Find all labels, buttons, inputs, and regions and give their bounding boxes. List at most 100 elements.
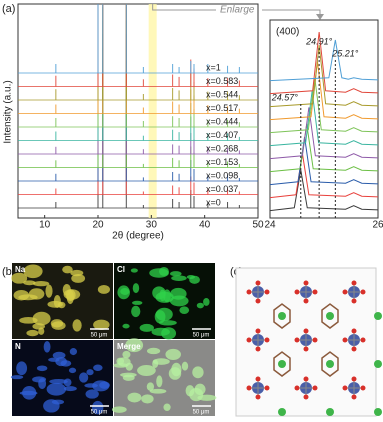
atom	[312, 289, 318, 295]
map-blob	[28, 288, 45, 300]
x-tick-label: 40	[199, 220, 211, 231]
atom	[351, 394, 357, 400]
x-axis-label: 2θ (degree)	[112, 231, 164, 242]
map-label: Cl	[117, 265, 125, 274]
map-blob	[189, 275, 200, 284]
atom	[264, 337, 270, 343]
atom	[351, 376, 357, 382]
molecule	[321, 303, 339, 329]
atom	[278, 408, 286, 416]
map-blob	[127, 392, 142, 403]
marker-label: 24.91°	[305, 36, 333, 46]
atom	[351, 346, 357, 352]
map-blob	[146, 347, 161, 355]
xrd-curve	[270, 61, 378, 121]
atom	[255, 298, 261, 304]
xrd-curve	[270, 39, 378, 82]
map-blob	[79, 372, 89, 383]
map-blob	[46, 382, 67, 396]
atom	[351, 328, 357, 334]
map-blob	[149, 268, 169, 278]
atom	[303, 280, 309, 286]
map-blob	[146, 382, 155, 391]
atom	[374, 360, 382, 368]
map-blob	[203, 298, 210, 306]
legend-label: x=0.544	[206, 89, 238, 99]
map-blob	[163, 403, 171, 412]
atom	[342, 337, 348, 343]
atom	[342, 385, 348, 391]
map-blob	[52, 351, 66, 359]
x-tick-label: 50	[252, 220, 264, 231]
x-tick-label: 24	[264, 220, 276, 231]
annotation: Enlarge	[220, 5, 255, 16]
map-blob	[38, 327, 45, 335]
map-blob	[68, 367, 77, 374]
highlight-band	[148, 4, 157, 218]
panel-label: (a)	[2, 3, 15, 15]
map-blob	[32, 280, 50, 287]
atom	[360, 337, 366, 343]
map-blob	[149, 388, 167, 394]
map-label: Merge	[117, 342, 141, 351]
map-blob	[49, 378, 68, 385]
map-blob	[111, 406, 127, 413]
map-blob	[86, 369, 94, 376]
map-blob	[10, 375, 24, 380]
element-maps: Na 50 μm Cl 50 μm N 50 μm Merge 50 μm	[10, 263, 217, 416]
map-blob	[47, 300, 63, 308]
scale-bar-label: 50 μm	[91, 333, 108, 339]
molecule	[321, 351, 339, 377]
atom	[303, 376, 309, 382]
map-blob	[165, 348, 181, 360]
atom	[278, 312, 286, 320]
map-blob	[170, 287, 187, 300]
legend-label: x=0.268	[206, 143, 238, 153]
legend-label: x=0.517	[206, 103, 238, 113]
xrd-curve	[270, 153, 378, 199]
scale-bar-label: 50 μm	[193, 410, 210, 416]
atom	[351, 280, 357, 286]
atom	[246, 337, 252, 343]
map-blob	[72, 319, 82, 332]
map-blob	[194, 383, 206, 396]
atom	[312, 385, 318, 391]
xrd-curve	[270, 31, 378, 95]
map-blob	[185, 385, 195, 397]
atom	[342, 289, 348, 295]
map-blob	[66, 290, 74, 305]
x-tick-label: 20	[92, 220, 104, 231]
map-blob	[179, 306, 190, 314]
map-blob	[11, 272, 28, 284]
legend-label: x=1	[206, 62, 221, 72]
map-blob	[168, 367, 182, 380]
map-label: N	[15, 342, 21, 351]
series-group	[270, 31, 378, 212]
atom	[326, 408, 334, 416]
map-blob	[51, 399, 65, 405]
map-blob	[161, 327, 177, 340]
atom	[264, 289, 270, 295]
map-blob	[63, 386, 77, 392]
atom	[255, 376, 261, 382]
map-blob	[122, 323, 130, 329]
map-blob	[16, 361, 28, 376]
map-blob	[19, 317, 38, 324]
map-blob	[132, 300, 143, 305]
xrd-curve	[270, 169, 378, 212]
map-blob	[117, 285, 130, 300]
atom	[255, 328, 261, 334]
legend-label: x=0.098	[206, 170, 238, 180]
map-blob	[71, 273, 86, 283]
map-blob	[169, 271, 182, 277]
map-blob	[181, 361, 189, 371]
map-blob	[139, 323, 154, 332]
map-blob	[63, 378, 72, 387]
map-blob	[131, 305, 141, 318]
atom	[246, 289, 252, 295]
x-tick-label: 26	[372, 220, 383, 231]
xrd-curve	[270, 77, 378, 134]
atom	[255, 280, 261, 286]
map-blob	[125, 338, 144, 353]
